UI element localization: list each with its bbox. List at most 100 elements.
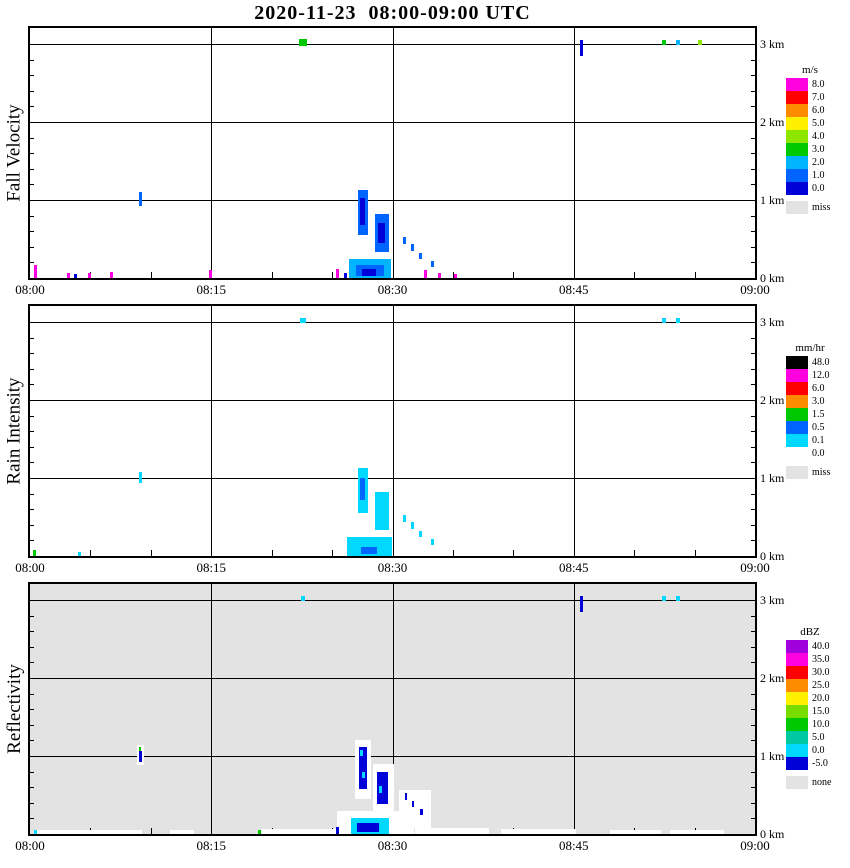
data-cell — [109, 271, 113, 278]
figure-title: 2020-11-23 08:00-09:00 UTC — [254, 2, 531, 24]
data-cell — [404, 793, 407, 800]
y-minor-tick — [30, 90, 34, 92]
data-cell — [410, 244, 414, 252]
y-minor-tick — [751, 646, 755, 648]
x-axis-label: 08:00 — [15, 838, 45, 853]
y-minor-tick — [30, 509, 34, 511]
legend-label: 0.0 — [812, 183, 825, 194]
plot-area-rain-intensity — [28, 304, 757, 558]
data-cell — [579, 596, 584, 613]
y-axis-label: 0 km — [760, 827, 785, 841]
legend-swatch — [786, 421, 808, 434]
y-minor-tick — [30, 540, 34, 542]
grid-line-horizontal — [30, 200, 755, 201]
x-minor-tick — [513, 550, 515, 556]
plot-area-fall-velocity — [28, 26, 757, 280]
y-minor-tick — [751, 771, 755, 773]
data-cell — [411, 801, 415, 808]
x-minor-tick — [634, 272, 636, 278]
y-minor-tick — [751, 693, 755, 695]
grid-line-vertical — [392, 306, 394, 556]
legend-label: 5.0 — [812, 732, 825, 743]
grid-line-vertical — [211, 28, 213, 278]
y-minor-tick — [30, 724, 34, 726]
legend-label: 30.0 — [812, 667, 830, 678]
legend-swatch — [786, 666, 808, 679]
legend-label: 48.0 — [812, 357, 830, 368]
y-minor-tick — [751, 709, 755, 711]
data-cell — [362, 269, 376, 276]
y-minor-tick — [30, 631, 34, 633]
y-minor-tick — [30, 59, 34, 61]
y-minor-tick — [30, 262, 34, 264]
y-minor-tick — [751, 802, 755, 804]
y-minor-tick — [30, 615, 34, 617]
legend-label: 6.0 — [812, 105, 825, 116]
y-minor-tick — [30, 337, 34, 339]
x-axis-label: 09:00 — [740, 560, 770, 575]
data-cell — [78, 552, 82, 556]
legend-unit-label: m/s — [802, 64, 818, 76]
data-cell — [676, 596, 681, 601]
x-minor-tick — [634, 550, 636, 556]
y-axis-label: 2 km — [760, 393, 785, 407]
data-cell — [33, 830, 143, 834]
data-cell — [676, 40, 681, 45]
y-minor-tick — [751, 90, 755, 92]
panel-ylabel: Fall Velocity — [4, 104, 26, 202]
data-cell — [336, 826, 339, 834]
x-minor-tick — [90, 550, 92, 556]
legend-label: -5.0 — [812, 758, 828, 769]
data-cell — [138, 746, 142, 752]
y-minor-tick — [30, 662, 34, 664]
y-minor-tick — [751, 262, 755, 264]
legend-swatch — [786, 104, 808, 117]
x-axis-label: 09:00 — [740, 282, 770, 297]
legend-label: 0.0 — [812, 448, 825, 459]
y-minor-tick — [751, 59, 755, 61]
data-cell — [138, 751, 142, 763]
legend-label: 15.0 — [812, 706, 830, 717]
y-minor-tick — [30, 75, 34, 77]
legend-swatch — [786, 744, 808, 757]
data-cell — [438, 273, 442, 278]
legend-label: 1.0 — [812, 170, 825, 181]
y-minor-tick — [30, 462, 34, 464]
data-cell — [33, 549, 37, 556]
data-cell — [431, 538, 435, 546]
legend-label: 6.0 — [812, 383, 825, 394]
ylabel-column-rain-intensity: Rain Intensity — [0, 306, 30, 556]
legend-label: none — [812, 777, 832, 788]
legend-swatch — [786, 78, 808, 91]
grid-line-horizontal — [30, 678, 755, 679]
x-axis-label: 08:45 — [558, 838, 589, 853]
grid-line-vertical — [573, 306, 575, 556]
x-minor-tick — [332, 272, 334, 278]
x-minor-tick — [150, 272, 152, 278]
data-cell — [423, 270, 427, 278]
x-minor-tick — [694, 550, 696, 556]
y-minor-tick — [751, 153, 755, 155]
legend-label: 1.5 — [812, 409, 825, 420]
x-axis-label: 09:00 — [740, 838, 770, 853]
y-minor-tick — [30, 740, 34, 742]
legend-swatch — [786, 679, 808, 692]
grid-line-vertical — [392, 28, 394, 278]
data-cell — [300, 596, 305, 601]
data-cell — [362, 771, 365, 778]
legend-label: 12.0 — [812, 370, 830, 381]
grid-line-horizontal — [30, 600, 755, 601]
y-axis-label: 3 km — [760, 37, 785, 51]
legend-swatch — [786, 640, 808, 653]
y-minor-tick — [30, 153, 34, 155]
legend-swatch — [786, 653, 808, 666]
legend-label: 0.5 — [812, 422, 825, 433]
y-minor-tick — [30, 184, 34, 186]
y-minor-tick — [751, 215, 755, 217]
y-axis-label: 1 km — [760, 193, 785, 207]
data-cell — [403, 236, 407, 244]
y-minor-tick — [751, 446, 755, 448]
y-minor-tick — [30, 215, 34, 217]
y-axis-label: 3 km — [760, 593, 785, 607]
grid-line-horizontal — [30, 44, 755, 45]
